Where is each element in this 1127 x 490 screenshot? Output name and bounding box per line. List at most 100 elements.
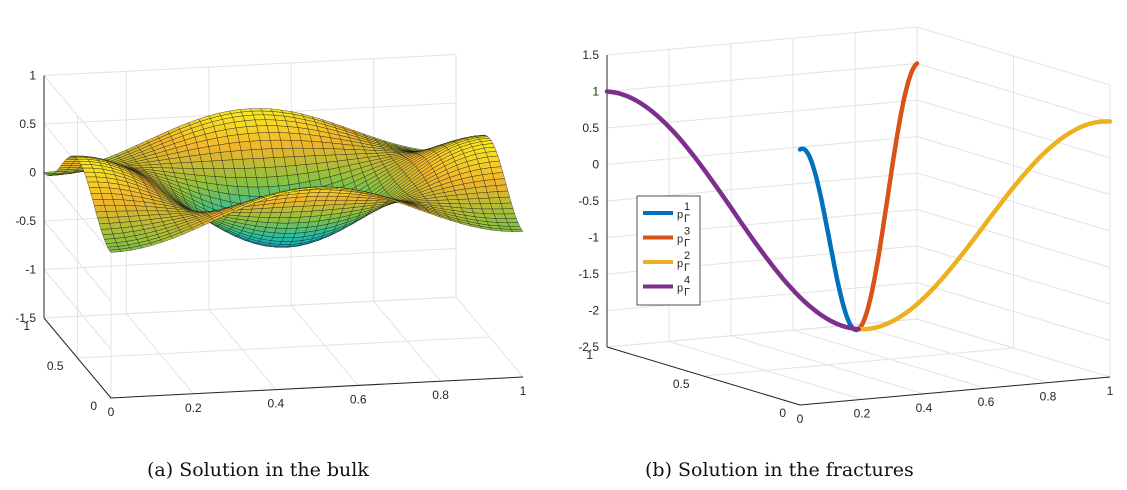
gridline (606, 99, 918, 129)
surface-cell (179, 156, 192, 163)
surface-cell (495, 218, 508, 223)
x-axis-line (799, 376, 1111, 406)
surface-cell (509, 226, 522, 230)
surface-cell (239, 141, 252, 151)
x-tick-label: 0.4 (916, 401, 933, 415)
legend-sup: 4 (684, 275, 690, 287)
surface-cell (112, 199, 126, 206)
surface-cell (228, 142, 242, 152)
z-tick-label: 1 (592, 85, 599, 99)
surface-cell (485, 185, 498, 193)
surface-cell (271, 148, 285, 158)
surface-cell (282, 148, 295, 158)
legend-label: p (677, 234, 683, 246)
gridline (916, 136, 1111, 195)
surface-cell (252, 158, 266, 169)
x-tick-label: 1 (1107, 384, 1114, 398)
x-tick-label: 0.6 (978, 395, 995, 409)
surface-cell (301, 140, 314, 149)
surface-cell (314, 186, 328, 189)
surface-cell (497, 190, 510, 198)
surface-plot: 0 0.2 0.4 0.6 0.8 100.51-1.5-1-0.500.51 (15, 54, 527, 419)
legend-sub: Γ (684, 213, 690, 225)
z-tick-label: 0.5 (582, 121, 599, 135)
surface-cell (102, 199, 116, 206)
caption-b: (b) Solution in the fractures (645, 459, 914, 481)
surface-cell (488, 197, 502, 204)
surface-cell (256, 125, 269, 134)
gridline (77, 336, 490, 359)
series-line-2 (856, 119, 1113, 332)
surface-cell (237, 186, 250, 197)
surface-cell (220, 151, 233, 161)
surface-cell (504, 213, 517, 219)
surface-cell (475, 186, 488, 194)
legend-sup: 2 (684, 250, 690, 262)
surface-cell (300, 210, 313, 218)
x-tick-label: 0.6 (350, 392, 367, 406)
legend-label: p (677, 258, 683, 270)
surface-cell (456, 193, 469, 200)
surface-cell (82, 167, 95, 173)
y-tick-label: 1 (23, 319, 30, 333)
surface-cell (208, 144, 221, 154)
surface-cell (274, 227, 287, 234)
surface-cell (199, 153, 213, 162)
surface-cell (201, 160, 214, 169)
gridline (916, 172, 1111, 232)
surface-cell (333, 148, 347, 156)
surface-cell (203, 168, 216, 177)
surface-cell (306, 192, 320, 197)
surface-cell (266, 176, 279, 187)
surface-cell (295, 164, 309, 175)
surface-cell (327, 192, 340, 197)
surface-cell (135, 205, 148, 212)
surface-cell (278, 132, 292, 141)
surface-cell (437, 199, 450, 204)
surface-cell (223, 168, 237, 178)
surface-cell (230, 150, 244, 160)
x-tick-label: 0.8 (1040, 390, 1057, 404)
surface-cell (117, 216, 131, 223)
surface-cell (256, 177, 269, 188)
y-tick-label: 0.5 (673, 377, 690, 391)
surface-cell (258, 132, 271, 141)
surface-cell (263, 114, 276, 121)
surface-cell (304, 155, 317, 165)
legend-sup: 3 (684, 226, 690, 238)
line-plot-series (604, 61, 1113, 333)
series-line-3 (856, 61, 920, 332)
surface-cell (221, 159, 235, 169)
surface-cell (321, 141, 335, 149)
legend-sub: Γ (684, 262, 690, 274)
x-tick-label: 0.2 (854, 406, 871, 420)
surface-cell (95, 176, 109, 183)
z-tick-label: -1.5 (15, 311, 36, 325)
surface-cell (325, 195, 339, 201)
z-tick-label: 1 (29, 69, 36, 83)
surface-cell (285, 165, 298, 176)
legend-sub: Γ (684, 238, 690, 250)
surface-cell (268, 132, 281, 141)
surface-cell (283, 156, 297, 167)
surface-cell (232, 159, 245, 169)
surface-cell (343, 149, 357, 155)
x-tick-label: 0.4 (267, 397, 284, 411)
surface-cell (270, 139, 283, 149)
surface-cell (495, 184, 509, 192)
surface-cell (259, 140, 273, 150)
surface-cell (245, 177, 259, 188)
gridline (606, 318, 918, 348)
surface-cell (246, 125, 259, 134)
surface-cell (136, 210, 150, 216)
z-tick-label: -2.5 (578, 340, 599, 354)
surface-cell (315, 195, 328, 201)
surface-cell (483, 179, 497, 187)
z-tick-label: -0.5 (578, 194, 599, 208)
gridline (703, 347, 1014, 377)
surface-cell (85, 176, 99, 183)
surface-cell (287, 174, 300, 186)
surface-cell (281, 206, 294, 213)
z-tick-label: 1.5 (582, 48, 599, 62)
